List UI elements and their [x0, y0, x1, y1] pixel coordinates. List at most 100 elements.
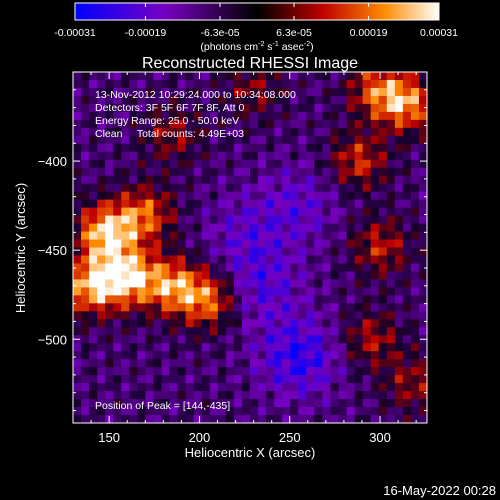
heatmap-cell: [306, 103, 315, 113]
heatmap-cell: [410, 295, 420, 304]
heatmap-cell: [298, 215, 307, 225]
heatmap-cell: [370, 399, 380, 408]
heatmap-cell: [378, 311, 388, 320]
heatmap-cell: [105, 79, 114, 89]
heatmap-cell: [169, 327, 179, 336]
heatmap-cell: [81, 175, 90, 185]
colorbar-tick-label: 0.00031: [420, 27, 458, 39]
heatmap-cell: [314, 191, 324, 201]
heatmap-cell: [354, 239, 364, 249]
heatmap-cell: [169, 383, 179, 392]
heatmap-cell: [129, 247, 138, 257]
heatmap-cell: [153, 215, 163, 225]
heatmap-cell: [153, 399, 163, 408]
heatmap-cell: [338, 103, 348, 113]
heatmap-cell: [89, 119, 98, 129]
heatmap-cell: [274, 191, 283, 201]
heatmap-cell: [193, 287, 203, 296]
heatmap-cell: [113, 191, 122, 201]
heatmap-cell: [177, 87, 187, 97]
heatmap-cell: [161, 279, 171, 288]
heatmap-cell: [402, 199, 412, 209]
heatmap-cell: [370, 287, 380, 296]
heatmap-cell: [266, 87, 275, 97]
heatmap-cell: [89, 335, 98, 344]
heatmap-cell: [346, 295, 356, 304]
heatmap-cell: [209, 311, 219, 320]
heatmap-cell: [89, 183, 98, 193]
heatmap-cell: [370, 87, 380, 97]
heatmap-cell: [306, 215, 315, 225]
heatmap-cell: [73, 407, 82, 416]
heatmap-cell: [418, 343, 427, 352]
heatmap-cell: [145, 271, 155, 281]
heatmap-cell: [97, 127, 106, 137]
heatmap-cell: [129, 103, 138, 113]
heatmap-cell: [362, 119, 372, 129]
heatmap-cell: [81, 143, 90, 153]
heatmap-cell: [298, 72, 307, 81]
heatmap-cell: [73, 215, 82, 225]
heatmap-cell: [298, 143, 307, 153]
heatmap-cell: [73, 367, 82, 376]
heatmap-cell: [418, 143, 427, 153]
heatmap-cell: [185, 223, 195, 233]
heatmap-cell: [97, 215, 106, 225]
heatmap-cell: [322, 215, 332, 225]
heatmap-cell: [314, 311, 324, 320]
heatmap-cell: [129, 407, 138, 416]
heatmap-cell: [266, 311, 275, 320]
heatmap-cell: [129, 287, 138, 296]
heatmap-cell: [410, 383, 420, 392]
heatmap-cell: [185, 127, 195, 137]
heatmap-cell: [233, 183, 243, 193]
heatmap-cell: [306, 95, 315, 105]
heatmap-cell: [217, 247, 227, 257]
heatmap-cell: [121, 79, 130, 89]
heatmap-cell: [258, 183, 267, 193]
heatmap-cell: [81, 231, 90, 241]
heatmap-cell: [129, 199, 138, 209]
heatmap-cell: [322, 415, 332, 423]
heatmap-cell: [418, 295, 427, 304]
heatmap-cell: [354, 263, 364, 273]
heatmap-cell: [298, 263, 307, 273]
heatmap-cell: [266, 399, 275, 408]
heatmap-cell: [241, 367, 251, 376]
heatmap-cell: [177, 407, 187, 416]
heatmap-cell: [346, 335, 356, 344]
heatmap-cell: [346, 255, 356, 265]
heatmap-cell: [241, 231, 251, 241]
heatmap-cell: [274, 239, 283, 249]
heatmap-cell: [241, 407, 251, 416]
heatmap-cell: [362, 343, 372, 352]
heatmap-cell: [97, 95, 106, 105]
heatmap-cell: [338, 415, 348, 423]
heatmap-cell: [185, 375, 195, 384]
heatmap-cell: [362, 327, 372, 336]
heatmap-cell: [346, 207, 356, 217]
heatmap-cell: [161, 311, 171, 320]
heatmap-cell: [233, 271, 243, 281]
heatmap-cell: [209, 151, 219, 161]
heatmap-cell: [233, 247, 243, 257]
heatmap-cell: [314, 231, 324, 241]
heatmap-cell: [410, 311, 420, 320]
heatmap-cell: [137, 367, 147, 376]
heatmap-cell: [241, 295, 251, 304]
heatmap-cell: [145, 143, 155, 153]
heatmap-cell: [394, 287, 404, 296]
heatmap-cell: [290, 407, 299, 416]
heatmap-cell: [322, 391, 332, 400]
heatmap-cell: [217, 295, 227, 304]
heatmap-cell: [209, 119, 219, 129]
heatmap-cell: [314, 143, 324, 153]
heatmap-cell: [241, 127, 251, 137]
heatmap-cell: [169, 391, 179, 400]
heatmap-cell: [330, 383, 340, 392]
heatmap-cell: [225, 127, 235, 137]
heatmap-cell: [386, 303, 396, 312]
heatmap-cell: [225, 255, 235, 265]
heatmap-cell: [322, 303, 332, 312]
heatmap-cell: [209, 247, 219, 257]
